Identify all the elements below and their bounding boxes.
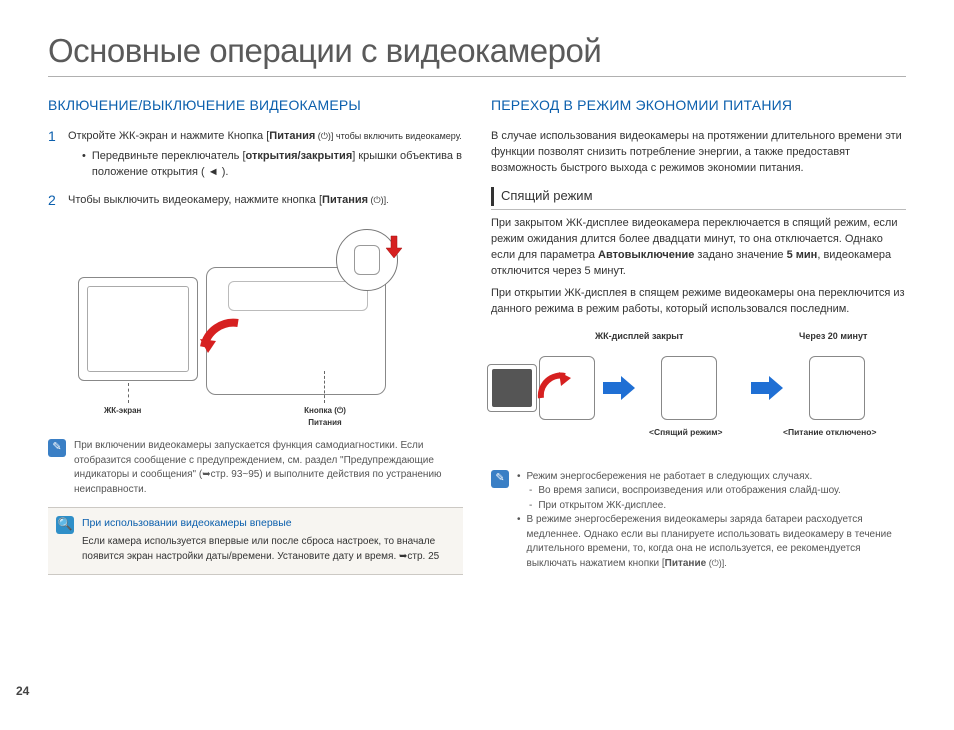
right-column: ПЕРЕХОД В РЕЖИМ ЭКОНОМИИ ПИТАНИЯ В случа… <box>491 95 906 581</box>
tip-body: Если камера используется впервые или пос… <box>82 535 455 564</box>
step-1-sub-body: Передвиньте переключатель [открытия/закр… <box>92 149 463 181</box>
step-1-text-b: Питания <box>269 130 315 142</box>
bullet-dot: • <box>82 149 86 181</box>
s2b: Питания <box>322 194 368 206</box>
psn3: При открытом ЖК-дисплее. <box>538 499 666 514</box>
pbl-b: Питания <box>308 418 341 427</box>
s2c: (⏻)]. <box>368 195 389 205</box>
label-off: <Питание отключено> <box>783 426 876 438</box>
button-callout <box>336 229 398 291</box>
content-columns: ВКЛЮЧЕНИЕ/ВЫКЛЮЧЕНИЕ ВИДЕОКАМЕРЫ 1 Откро… <box>48 95 906 581</box>
right-section-title: ПЕРЕХОД В РЕЖИМ ЭКОНОМИИ ПИТАНИЯ <box>491 95 906 115</box>
dash: - <box>529 499 532 514</box>
note-icon: ✎ <box>48 439 66 457</box>
step-2-number: 2 <box>48 193 60 209</box>
sp1c: задано значение <box>694 249 786 261</box>
ps-note-body: • Режим энергосбережения не работает в сл… <box>517 470 906 572</box>
sp1b: Автовыключение <box>598 249 694 261</box>
right-intro: В случае использования видеокамеры на пр… <box>491 129 906 177</box>
s2a: Чтобы выключить видеокамеру, нажмите кно… <box>68 194 322 206</box>
s1s-b: открытия/закрытия <box>246 150 353 162</box>
step-2-body: Чтобы выключить видеокамеру, нажмите кно… <box>68 193 463 209</box>
lcd-label: ЖК-экран <box>104 405 141 417</box>
arrow-1-icon <box>601 374 637 402</box>
psn2: Во время записи, воспроизведения или ото… <box>538 484 840 499</box>
camera-drawing: ЖК-экран Кнопка (⏻) Питания <box>78 231 438 421</box>
bullet: • <box>517 470 521 485</box>
sleep-diagram: ЖК-дисплей закрыт Через 20 минут <box>491 330 906 466</box>
step-1-number: 1 <box>48 129 60 187</box>
arrow-2-icon <box>749 374 785 402</box>
page-number: 24 <box>16 684 29 698</box>
lcd-panel <box>78 277 198 381</box>
camera-strip <box>228 281 368 311</box>
step-1-text-a: Откройте ЖК-экран и нажмите Кнопка [ <box>68 130 269 142</box>
step-2: 2 Чтобы выключить видеокамеру, нажмите к… <box>48 193 463 209</box>
press-arrow-icon <box>385 234 403 260</box>
mini-cam-off <box>789 356 897 426</box>
tip-body-wrap: При использовании видеокамеры впервые Ес… <box>82 516 455 564</box>
page-title: Основные операции с видеокамерой <box>48 32 906 70</box>
note-icon-2: ✎ <box>491 470 509 488</box>
tip-title: При использовании видеокамеры впервые <box>82 516 455 531</box>
step-1-sub: • Передвиньте переключатель [открытия/за… <box>82 149 463 181</box>
sleep-p1: При закрытом ЖК-дисплее видеокамера пере… <box>491 216 906 280</box>
psn4: В режиме энергосбережения видеокамеры за… <box>527 513 906 571</box>
title-rule <box>48 76 906 77</box>
label-sleep: <Спящий режим> <box>649 426 723 438</box>
psn1: Режим энергосбережения не работает в сле… <box>527 470 813 485</box>
step-1-text-c: (⏻)] чтобы включить видеокамеру. <box>315 131 462 141</box>
note-text: При включении видеокамеры запускается фу… <box>74 439 463 497</box>
power-btn-label: Кнопка (⏻) Питания <box>290 405 360 428</box>
open-arrow-icon <box>198 317 244 363</box>
left-column: ВКЛЮЧЕНИЕ/ВЫКЛЮЧЕНИЕ ВИДЕОКАМЕРЫ 1 Откро… <box>48 95 463 581</box>
power-save-note: ✎ • Режим энергосбережения не работает в … <box>491 470 906 572</box>
label-lcd-closed: ЖК-дисплей закрыт <box>595 330 683 343</box>
bullet: • <box>517 513 521 571</box>
psn4c: (⏻)]. <box>706 558 727 568</box>
pbl-a: Кнопка (⏻) <box>304 406 346 415</box>
close-arrow-icon <box>537 370 571 404</box>
left-section-title: ВКЛЮЧЕНИЕ/ВЫКЛЮЧЕНИЕ ВИДЕОКАМЕРЫ <box>48 95 463 115</box>
sleep-subhead: Спящий режим <box>491 187 906 206</box>
subhead-rule <box>491 209 906 210</box>
label-20min: Через 20 минут <box>799 330 867 343</box>
sleep-p2: При открытии ЖК-дисплея в спящем режиме … <box>491 286 906 318</box>
mini-cam-sleep <box>641 356 749 426</box>
first-use-tip: 🔍 При использовании видеокамеры впервые … <box>48 507 463 575</box>
sp1d: 5 мин <box>787 249 818 261</box>
camera-diagram: ЖК-экран Кнопка (⏻) Питания <box>48 221 463 431</box>
psn4b: Питание <box>665 558 707 569</box>
dash-line-lcd <box>128 383 129 403</box>
step-1-body: Откройте ЖК-экран и нажмите Кнопка [Пита… <box>68 129 463 187</box>
dash: - <box>529 484 532 499</box>
tip-icon: 🔍 <box>56 516 74 534</box>
s1s-a: Передвиньте переключатель [ <box>92 150 246 162</box>
dash-line-btn <box>324 371 325 403</box>
step-1: 1 Откройте ЖК-экран и нажмите Кнопка [Пи… <box>48 129 463 187</box>
diagnostic-note: ✎ При включении видеокамеры запускается … <box>48 439 463 497</box>
